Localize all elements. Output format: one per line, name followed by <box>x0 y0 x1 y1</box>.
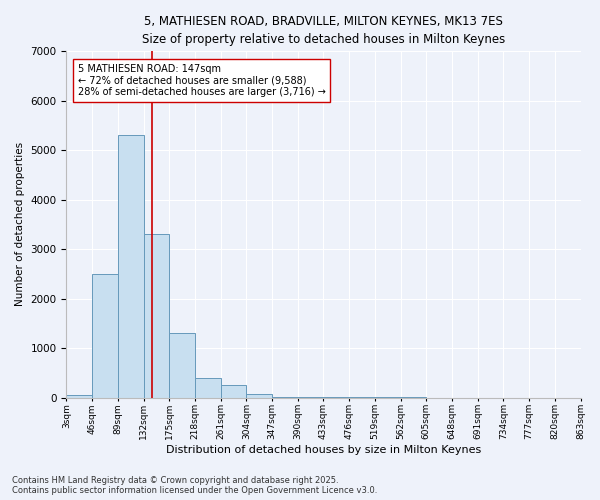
Bar <box>143 234 169 398</box>
Bar <box>92 274 118 398</box>
Text: Contains HM Land Registry data © Crown copyright and database right 2025.
Contai: Contains HM Land Registry data © Crown c… <box>12 476 377 495</box>
Bar <box>169 333 195 398</box>
Bar <box>247 394 272 398</box>
Text: 5 MATHIESEN ROAD: 147sqm
← 72% of detached houses are smaller (9,588)
28% of sem: 5 MATHIESEN ROAD: 147sqm ← 72% of detach… <box>78 64 326 97</box>
Bar <box>195 378 221 398</box>
Bar <box>221 385 247 398</box>
Title: 5, MATHIESEN ROAD, BRADVILLE, MILTON KEYNES, MK13 7ES
Size of property relative : 5, MATHIESEN ROAD, BRADVILLE, MILTON KEY… <box>142 15 505 46</box>
X-axis label: Distribution of detached houses by size in Milton Keynes: Distribution of detached houses by size … <box>166 445 481 455</box>
Y-axis label: Number of detached properties: Number of detached properties <box>15 142 25 306</box>
Bar <box>118 136 143 398</box>
Bar <box>67 395 92 398</box>
